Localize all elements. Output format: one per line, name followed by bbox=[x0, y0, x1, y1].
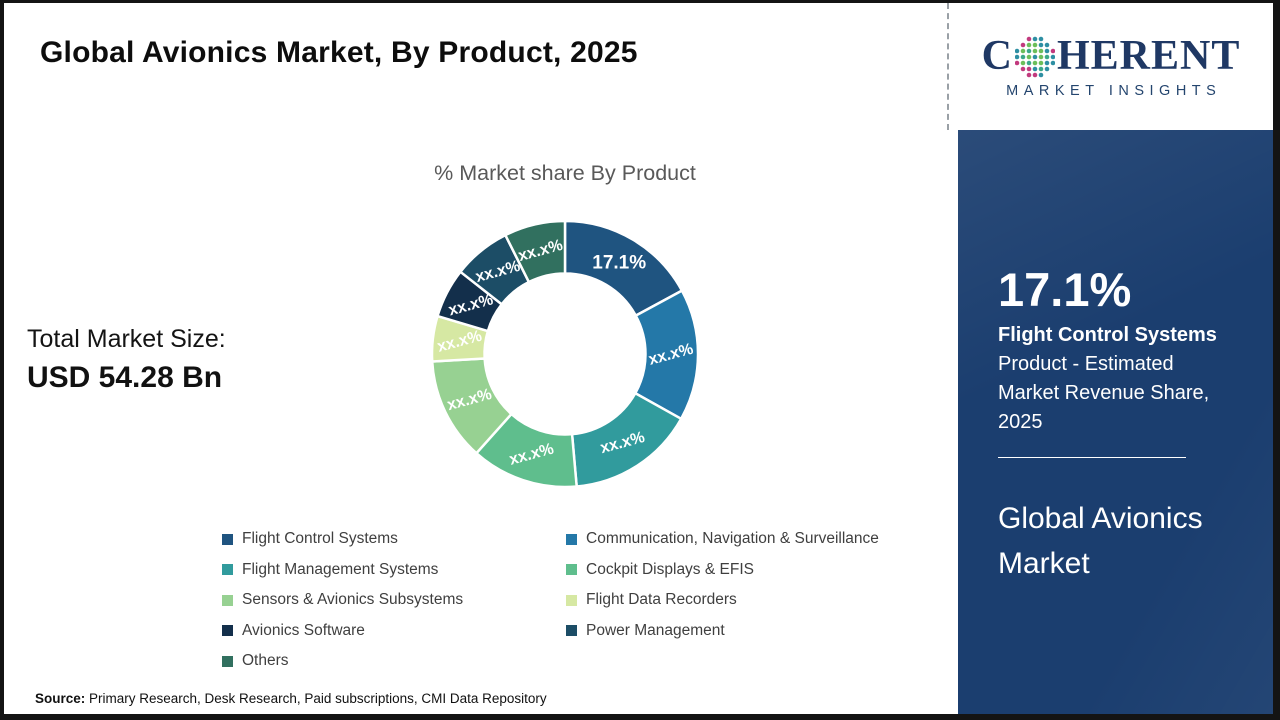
globe-dots-icon bbox=[1014, 36, 1055, 78]
chart-title: % Market share By Product bbox=[434, 161, 696, 185]
legend-swatch-icon bbox=[222, 625, 233, 637]
total-market-size-label: Total Market Size: bbox=[27, 325, 226, 353]
legend-swatch-icon bbox=[222, 594, 233, 606]
legend-swatch-icon bbox=[566, 533, 577, 545]
legend-item-7[interactable]: Power Management bbox=[566, 616, 879, 647]
highlight-panel: 17.1% Flight Control Systems Product - E… bbox=[958, 130, 1273, 714]
highlight-stat-description: Product - Estimated Market Revenue Share… bbox=[998, 353, 1210, 433]
donut-label-0: 17.1% bbox=[592, 252, 646, 273]
highlight-stat-segment: Flight Control Systems bbox=[998, 324, 1217, 346]
brand-logo: C HERENT MARKET INSIGHTS bbox=[947, 3, 1273, 130]
panel-divider bbox=[998, 457, 1186, 458]
legend-item-0[interactable]: Flight Control Systems bbox=[222, 524, 566, 555]
source-label: Source: bbox=[35, 691, 86, 706]
legend-swatch-icon bbox=[566, 564, 577, 576]
source-text: Primary Research, Desk Research, Paid su… bbox=[85, 691, 547, 706]
total-market-size-value: USD 54.28 Bn bbox=[27, 361, 223, 394]
legend-label: Cockpit Displays & EFIS bbox=[586, 560, 754, 578]
legend-label: Avionics Software bbox=[242, 621, 365, 639]
infographic-page: Global Avionics Market, By Product, 2025… bbox=[4, 3, 1273, 714]
page-title: Global Avionics Market, By Product, 2025 bbox=[40, 36, 638, 69]
legend-swatch-icon bbox=[222, 564, 233, 576]
legend-label: Power Management bbox=[586, 621, 725, 639]
panel-report-title: Global Avionics Market bbox=[998, 502, 1203, 580]
brand-subtitle: MARKET INSIGHTS bbox=[1006, 83, 1222, 99]
legend-item-4[interactable]: Sensors & Avionics Subsystems bbox=[222, 585, 566, 616]
legend-item-5[interactable]: Flight Data Recorders bbox=[566, 585, 879, 616]
legend-label: Flight Control Systems bbox=[242, 530, 398, 548]
highlight-stat-value: 17.1% bbox=[998, 263, 1132, 316]
brand-wordmark: C HERENT bbox=[982, 34, 1241, 78]
legend-label: Sensors & Avionics Subsystems bbox=[242, 591, 464, 609]
legend-item-1[interactable]: Communication, Navigation & Surveillance bbox=[566, 524, 879, 555]
legend-item-6[interactable]: Avionics Software bbox=[222, 616, 566, 647]
legend-swatch-icon bbox=[566, 625, 577, 637]
legend-label: Flight Management Systems bbox=[242, 560, 439, 578]
legend-swatch-icon bbox=[222, 533, 233, 545]
donut-chart-area: 17.1% xx.x% xx.x% xx.x% xx.x% xx.x% xx.x% xx.x%… bbox=[420, 209, 710, 499]
legend-swatch-icon bbox=[566, 594, 577, 606]
total-market-size-block: Total Market Size: USD 54.28 Bn bbox=[27, 325, 226, 395]
source-note: Source: Primary Research, Desk Research,… bbox=[35, 691, 547, 706]
chart-legend: Flight Control Systems Communication, Nav… bbox=[222, 524, 879, 677]
legend-label: Flight Data Recorders bbox=[586, 591, 737, 609]
donut-chart: 17.1%xx.x%xx.x%xx.x%xx.x%xx.x%xx.x%xx.x%… bbox=[430, 219, 700, 489]
donut-segment-8[interactable] bbox=[504, 219, 567, 284]
legend-item-2[interactable]: Flight Management Systems bbox=[222, 555, 566, 586]
brand-prefix: C bbox=[981, 33, 1013, 79]
legend-label: Communication, Navigation & Surveillance bbox=[586, 530, 879, 548]
legend-item-8[interactable]: Others bbox=[222, 646, 566, 677]
legend-label: Others bbox=[242, 652, 289, 670]
brand-suffix: HERENT bbox=[1056, 33, 1241, 79]
legend-item-3[interactable]: Cockpit Displays & EFIS bbox=[566, 555, 879, 586]
legend-swatch-icon bbox=[222, 655, 233, 667]
